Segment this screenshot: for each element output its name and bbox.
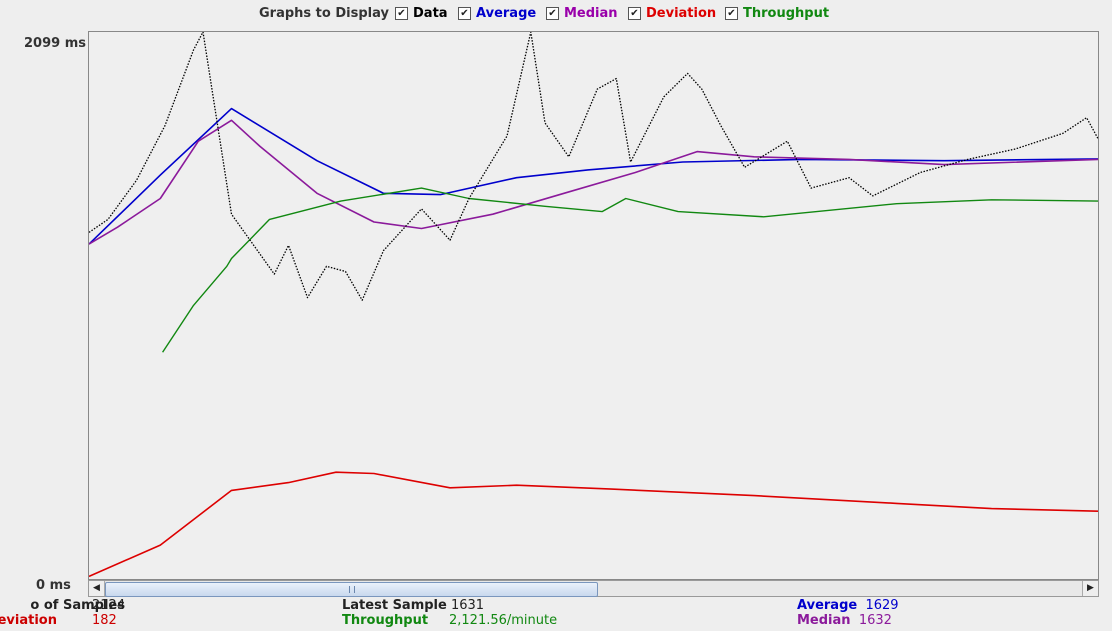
series-data-line — [89, 32, 1098, 301]
check-icon: ✔ — [628, 7, 641, 20]
latest-sample-stat: Latest Sample 1631 — [342, 598, 484, 613]
graph-canvas — [89, 32, 1098, 578]
latest-sample-label: Latest Sample — [342, 598, 447, 613]
checkbox-deviation[interactable]: ✔ Deviation — [628, 6, 716, 21]
y-axis-min-label: 0 ms — [36, 578, 71, 593]
horizontal-scrollbar[interactable]: ◀ ▶ — [88, 580, 1099, 597]
series-deviation-line — [89, 471, 1098, 578]
checkbox-median[interactable]: ✔ Median — [546, 6, 618, 21]
checkbox-average[interactable]: ✔ Average — [458, 6, 536, 21]
checkbox-deviation-label: Deviation — [646, 6, 717, 21]
scroll-right-button[interactable]: ▶ — [1082, 581, 1098, 596]
series-median-line — [89, 119, 1098, 245]
checkbox-data[interactable]: ✔ Data — [395, 6, 448, 21]
median-stat: Median 1632 — [797, 613, 892, 628]
scrollbar-thumb[interactable] — [105, 582, 598, 597]
average-stat: Average 1629 — [797, 598, 899, 613]
grip-icon — [349, 586, 355, 593]
legend-title: Graphs to Display — [259, 6, 389, 21]
check-icon: ✔ — [395, 7, 408, 20]
checkbox-data-label: Data — [413, 6, 448, 21]
average-label: Average — [797, 598, 858, 613]
check-icon: ✔ — [725, 7, 738, 20]
check-icon: ✔ — [546, 7, 559, 20]
checkbox-throughput-label: Throughput — [743, 6, 830, 21]
graphs-legend-bar: Graphs to Display ✔ Data ✔ Average ✔ Med… — [0, 0, 1112, 28]
deviation-label: eviation — [0, 613, 57, 628]
samples-label: o of Samples — [30, 598, 125, 613]
throughput-value: 2,121.56/minute — [449, 613, 558, 628]
y-axis-max-label: 2099 ms — [24, 36, 86, 51]
scroll-left-button[interactable]: ◀ — [89, 581, 105, 596]
average-value: 1629 — [865, 598, 899, 613]
series-average-line — [89, 107, 1098, 245]
deviation-value: 182 — [92, 613, 117, 628]
median-value: 1632 — [858, 613, 892, 628]
latest-sample-value: 1631 — [450, 598, 485, 613]
series-throughput-line — [162, 187, 1098, 353]
checkbox-average-label: Average — [476, 6, 537, 21]
check-icon: ✔ — [458, 7, 471, 20]
checkbox-median-label: Median — [564, 6, 618, 21]
samples-value: 2124 — [92, 598, 126, 613]
checkbox-throughput[interactable]: ✔ Throughput — [725, 6, 829, 21]
graph-plot-area — [88, 31, 1099, 580]
throughput-label: Throughput — [342, 613, 429, 628]
median-label: Median — [797, 613, 851, 628]
